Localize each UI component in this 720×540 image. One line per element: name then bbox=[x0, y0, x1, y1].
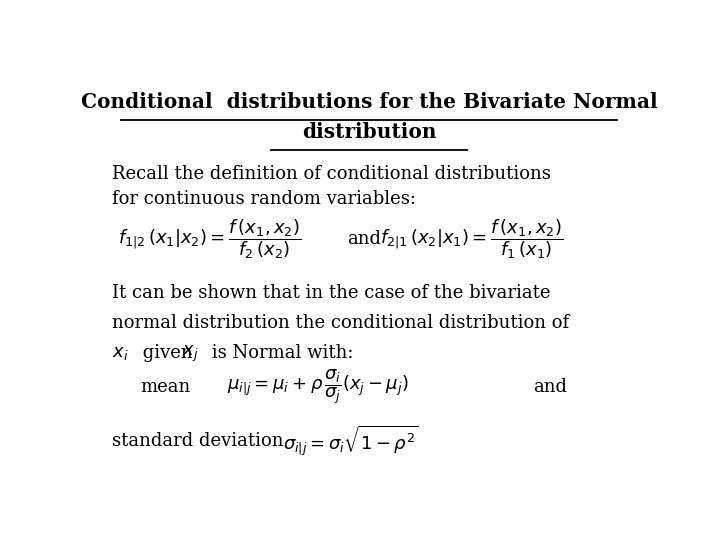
Text: Recall the definition of conditional distributions
for continuous random variabl: Recall the definition of conditional dis… bbox=[112, 165, 552, 208]
Text: mean: mean bbox=[140, 378, 191, 396]
Text: $x_j$: $x_j$ bbox=[182, 344, 199, 365]
Text: standard deviation: standard deviation bbox=[112, 432, 284, 450]
Text: and: and bbox=[534, 378, 567, 396]
Text: normal distribution the conditional distribution of: normal distribution the conditional dist… bbox=[112, 314, 570, 332]
Text: distribution: distribution bbox=[302, 122, 436, 142]
Text: $\mu_{i|j} = \mu_i + \rho\,\dfrac{\sigma_i}{\sigma_j}\left(x_j - \mu_j\right)$: $\mu_{i|j} = \mu_i + \rho\,\dfrac{\sigma… bbox=[227, 368, 408, 407]
Text: given: given bbox=[138, 344, 199, 362]
Text: is Normal with:: is Normal with: bbox=[205, 344, 353, 362]
Text: $f_{1|2}\,(x_1|x_2)=\dfrac{f\,(x_1,x_2)}{f_2\,(x_2)}$: $f_{1|2}\,(x_1|x_2)=\dfrac{f\,(x_1,x_2)}… bbox=[118, 218, 302, 261]
Text: $\sigma_{i|j} = \sigma_i\sqrt{1-\rho^2}$: $\sigma_{i|j} = \sigma_i\sqrt{1-\rho^2}$ bbox=[282, 424, 418, 458]
Text: $x_i$: $x_i$ bbox=[112, 344, 129, 362]
Text: and: and bbox=[347, 231, 381, 248]
Text: It can be shown that in the case of the bivariate: It can be shown that in the case of the … bbox=[112, 285, 551, 302]
Text: Conditional  distributions for the Bivariate Normal: Conditional distributions for the Bivari… bbox=[81, 92, 657, 112]
Text: $f_{2|1}\,(x_2|x_1)=\dfrac{f\,(x_1,x_2)}{f_1\,(x_1)}$: $f_{2|1}\,(x_2|x_1)=\dfrac{f\,(x_1,x_2)}… bbox=[380, 218, 564, 261]
